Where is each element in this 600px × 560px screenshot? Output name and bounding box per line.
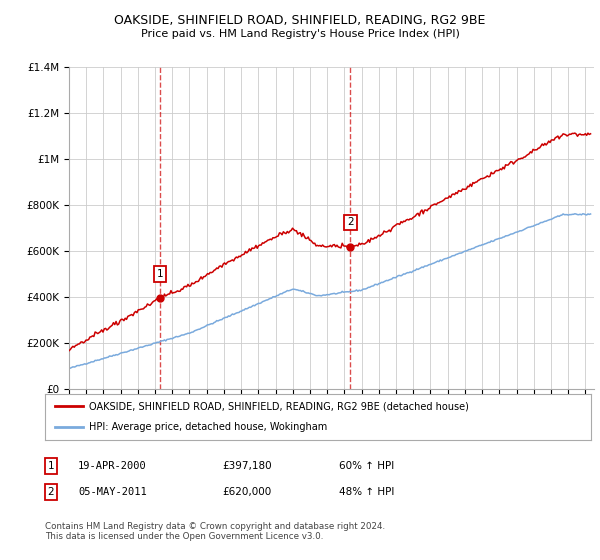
Text: 1: 1 — [157, 269, 164, 279]
Text: Price paid vs. HM Land Registry's House Price Index (HPI): Price paid vs. HM Land Registry's House … — [140, 29, 460, 39]
Text: Contains HM Land Registry data © Crown copyright and database right 2024.
This d: Contains HM Land Registry data © Crown c… — [45, 522, 385, 542]
Text: 05-MAY-2011: 05-MAY-2011 — [78, 487, 147, 497]
Text: HPI: Average price, detached house, Wokingham: HPI: Average price, detached house, Woki… — [89, 422, 327, 432]
Text: 1: 1 — [47, 461, 55, 471]
Text: OAKSIDE, SHINFIELD ROAD, SHINFIELD, READING, RG2 9BE: OAKSIDE, SHINFIELD ROAD, SHINFIELD, READ… — [115, 14, 485, 27]
Text: 48% ↑ HPI: 48% ↑ HPI — [339, 487, 394, 497]
Text: 2: 2 — [347, 217, 354, 227]
Text: 2: 2 — [47, 487, 55, 497]
Text: £397,180: £397,180 — [222, 461, 272, 471]
Text: 60% ↑ HPI: 60% ↑ HPI — [339, 461, 394, 471]
Text: 19-APR-2000: 19-APR-2000 — [78, 461, 147, 471]
Text: £620,000: £620,000 — [222, 487, 271, 497]
Text: OAKSIDE, SHINFIELD ROAD, SHINFIELD, READING, RG2 9BE (detached house): OAKSIDE, SHINFIELD ROAD, SHINFIELD, READ… — [89, 401, 469, 411]
